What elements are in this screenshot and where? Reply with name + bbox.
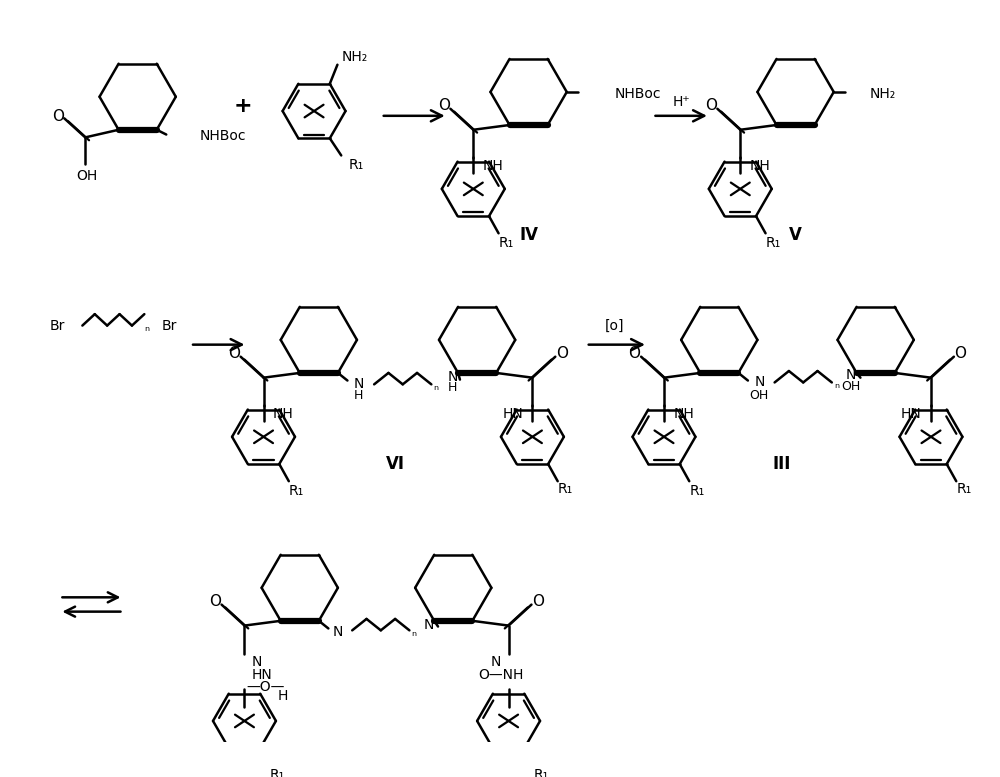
Text: R₁: R₁ <box>689 484 705 498</box>
Text: N: N <box>423 618 434 632</box>
Text: H⁺: H⁺ <box>672 95 690 109</box>
Text: OH: OH <box>841 380 861 392</box>
Text: O: O <box>228 347 240 361</box>
Text: OH: OH <box>77 169 98 183</box>
Text: NH₂: NH₂ <box>341 50 368 64</box>
Text: Br: Br <box>50 319 65 333</box>
Text: OH: OH <box>750 389 769 402</box>
Text: NH: NH <box>674 407 694 421</box>
Text: N: N <box>354 378 364 392</box>
Text: N: N <box>754 375 765 389</box>
Text: HN: HN <box>502 407 523 421</box>
Text: N: N <box>447 370 458 384</box>
Text: H: H <box>448 381 457 394</box>
Text: NH: NH <box>273 407 294 421</box>
Text: NH: NH <box>750 159 771 173</box>
Text: Br: Br <box>162 319 177 333</box>
Text: R₁: R₁ <box>956 482 972 496</box>
Text: ₙ: ₙ <box>434 380 439 392</box>
Text: R₁: R₁ <box>534 768 549 777</box>
Text: IV: IV <box>519 226 538 244</box>
Text: O: O <box>705 99 717 113</box>
Text: NHBoc: NHBoc <box>614 87 661 101</box>
Text: NH: NH <box>483 159 504 173</box>
Text: NH₂: NH₂ <box>870 87 896 101</box>
Text: O—NH: O—NH <box>478 668 524 682</box>
Text: N: N <box>491 655 501 669</box>
Text: [o]: [o] <box>605 319 624 333</box>
Text: O: O <box>556 347 568 361</box>
Text: R₁: R₁ <box>270 768 285 777</box>
Text: R₁: R₁ <box>558 482 573 496</box>
Text: N: N <box>252 655 262 669</box>
Text: ₙ: ₙ <box>834 378 839 391</box>
Text: III: III <box>772 455 790 473</box>
Text: R₁: R₁ <box>499 236 514 250</box>
Text: O: O <box>438 99 450 113</box>
Text: +: + <box>233 96 252 117</box>
Text: N: N <box>846 368 856 382</box>
Text: R₁: R₁ <box>766 236 781 250</box>
Text: N: N <box>333 625 343 639</box>
Text: NHBoc: NHBoc <box>200 130 246 144</box>
Text: O: O <box>209 594 221 609</box>
Text: HN: HN <box>252 668 273 682</box>
Text: R₁: R₁ <box>289 484 304 498</box>
Text: HN: HN <box>901 407 921 421</box>
Text: H: H <box>277 689 288 703</box>
Text: R₁: R₁ <box>349 158 364 172</box>
Text: ₙ: ₙ <box>412 625 417 639</box>
Text: O: O <box>955 347 967 361</box>
Text: —O—: —O— <box>246 680 285 694</box>
Text: O: O <box>628 347 640 361</box>
Text: ₙ: ₙ <box>145 321 150 334</box>
Text: H: H <box>354 389 364 402</box>
Text: V: V <box>789 226 802 244</box>
Text: O: O <box>532 594 544 609</box>
Text: VI: VI <box>386 455 405 473</box>
Text: O: O <box>53 109 65 124</box>
